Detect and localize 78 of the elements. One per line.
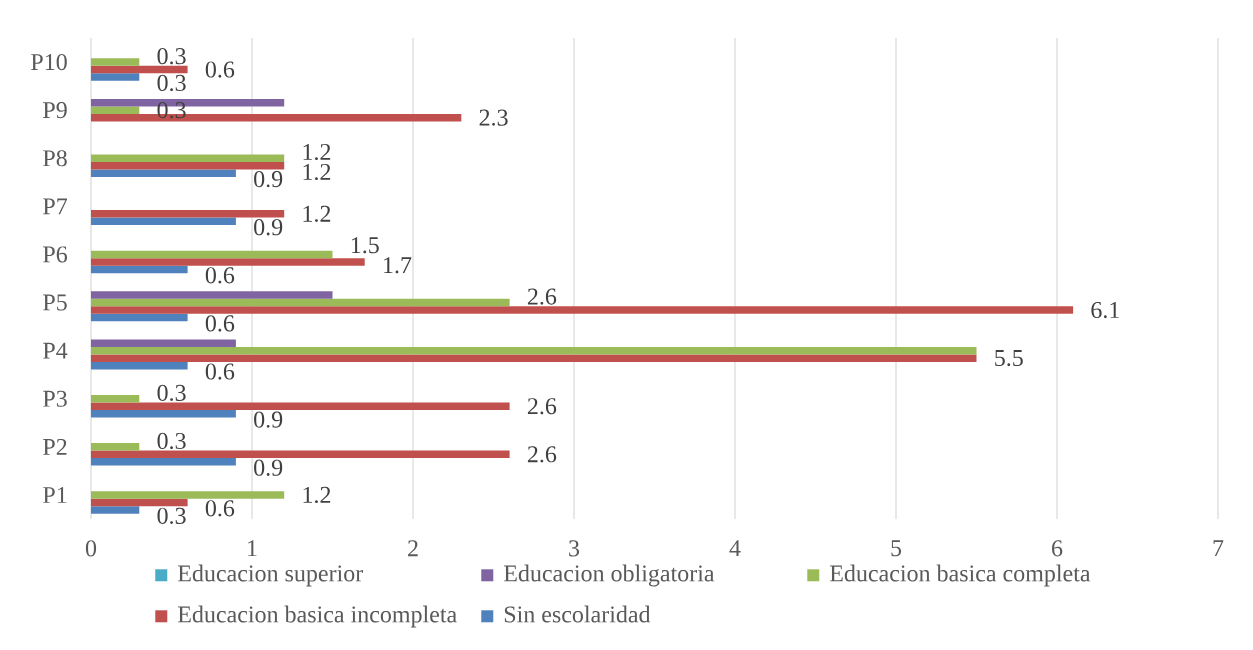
bar [91,410,236,418]
bar [91,65,188,74]
bar [91,339,236,347]
bar [91,298,510,307]
y-tick-label: P9 [43,102,67,119]
bar [91,458,236,466]
bar [91,402,510,410]
data-label: 6.1 [1091,301,1119,319]
y-tick-label: P5 [43,294,67,311]
data-label: 1.7 [384,257,412,274]
legend-label: Educacion basica incompleta [177,605,457,628]
data-label: 0.6 [205,315,235,332]
bar [91,106,140,114]
legend-label: Educacion basica completa [829,564,1091,587]
y-tick-label: P6 [43,246,68,263]
bar [91,169,236,178]
y-tick-label: P4 [43,342,68,359]
bar [91,354,977,362]
data-label: 0.3 [157,48,186,65]
bar [91,162,285,170]
x-tick-label: 7 [1213,540,1224,556]
data-label: 2.3 [479,109,508,126]
data-label: 1.5 [351,237,379,254]
x-tick-label: 4 [729,540,741,557]
x-tick-label: 6 [1052,540,1063,557]
y-tick-label: P2 [43,438,67,455]
x-tick-label: 0 [85,540,97,557]
bar [91,498,188,507]
x-tick-label: 5 [891,540,902,557]
bar [91,313,188,322]
bar [91,491,285,499]
bar [91,217,236,226]
bar [91,506,140,514]
bar [91,361,188,370]
y-tick-label: P8 [43,150,67,167]
data-label: 0.6 [205,267,235,284]
data-label: 0.6 [205,61,235,78]
data-label: 1.2 [303,143,331,161]
data-label: 0.3 [157,74,186,92]
data-label: 5.5 [995,350,1023,367]
data-label: 0.9 [254,171,283,188]
data-label: 0.3 [157,507,186,524]
y-tick-label: P10 [31,53,67,71]
data-label: 0.6 [205,500,235,517]
x-tick-label: 1 [248,540,257,557]
data-label: 0.6 [205,363,235,380]
bar [91,291,333,299]
bar [91,258,365,266]
data-label: 0.9 [254,459,283,476]
bar [91,73,140,81]
y-tick-label: P3 [43,390,67,407]
data-label: 2.6 [527,398,557,415]
data-label: 1.2 [303,205,331,222]
data-label: 0.9 [254,411,283,428]
bar [91,58,140,66]
bar [91,265,188,274]
data-label: 0.3 [157,432,186,450]
y-tick-label: P7 [43,198,68,215]
y-tick-label: P1 [43,487,67,503]
data-label: 2.6 [527,288,557,305]
bar [91,306,1074,314]
data-label: 1.2 [303,163,331,181]
data-label: 0.9 [254,219,283,236]
legend-label: Educacion superior [177,564,364,587]
bar [91,395,140,403]
legend-label: Sin escolaridad [504,605,651,623]
x-tick-label: 2 [408,540,418,557]
data-label: 2.6 [527,446,557,463]
bar [91,346,977,355]
bar [91,250,333,259]
bar [91,443,140,451]
data-label: 1.2 [303,486,331,504]
bar [91,210,285,218]
bar [91,450,510,459]
data-label: 0.3 [157,384,186,402]
x-tick-label: 3 [569,540,580,557]
bar [91,154,285,162]
legend-label: Educacion obligatoria [503,564,715,587]
